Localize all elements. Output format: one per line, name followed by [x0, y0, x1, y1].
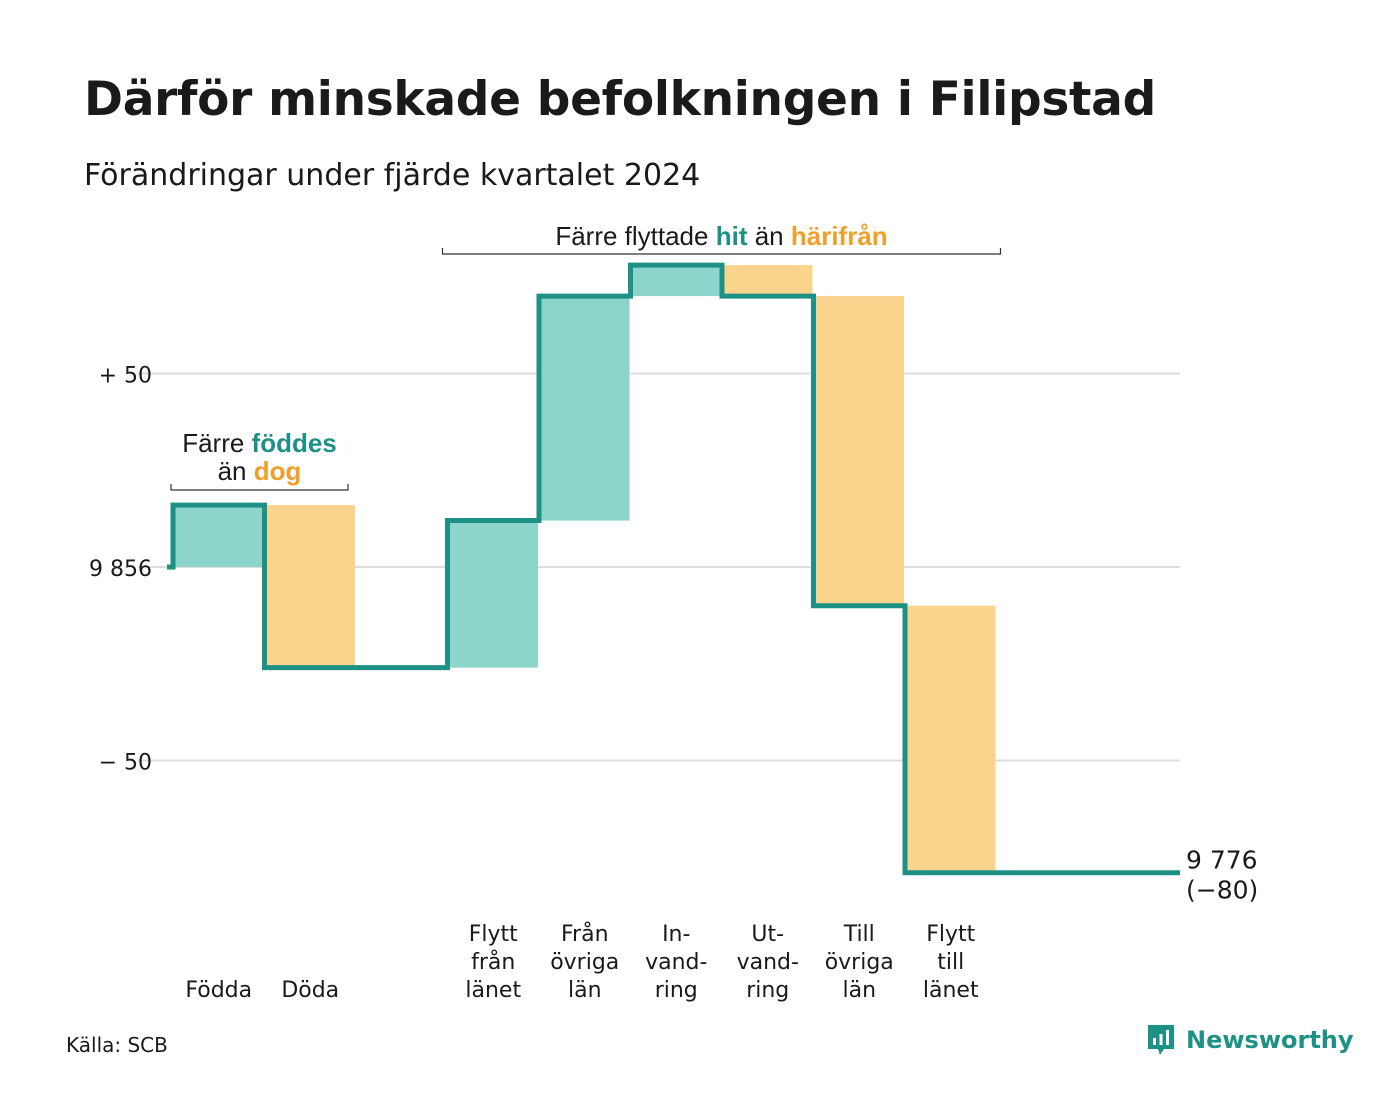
moves-annotation-bracket — [441, 248, 1002, 255]
x-category-label: län — [842, 978, 876, 1003]
chart-title: Därför minskade befolkningen i Filipstad — [84, 72, 1156, 127]
x-category-label: vand- — [737, 950, 799, 975]
chart-subtitle: Förändringar under fjärde kvartalet 2024 — [84, 158, 701, 193]
waterfall-bar — [174, 505, 264, 567]
x-category-label: In- — [662, 922, 690, 947]
x-category-label: Ut- — [751, 922, 784, 947]
births-annotation-bracket — [170, 484, 349, 491]
running-total-line — [167, 262, 1180, 876]
waterfall-bar — [448, 520, 538, 668]
source-note: Källa: SCB — [66, 1033, 168, 1057]
x-category-label: Till — [843, 922, 875, 947]
x-category-label: Döda — [281, 978, 339, 1003]
waterfall-bar — [723, 265, 813, 297]
x-category-label: Flytt — [469, 922, 518, 947]
x-category-label: länet — [465, 978, 521, 1003]
x-category-label: länet — [923, 978, 979, 1003]
x-category-label: län — [568, 978, 602, 1003]
waterfall-bar — [265, 505, 355, 668]
newsworthy-logo-icon — [1148, 1025, 1174, 1055]
births-annotation-line2: än dog — [218, 456, 302, 486]
x-category-label: övriga — [550, 950, 619, 975]
x-category-label: övriga — [825, 950, 894, 975]
y-tick-label: − 50 — [99, 751, 152, 776]
x-category-label: ring — [746, 978, 789, 1003]
moves-annotation: Färre flyttade hit än härifrån — [555, 221, 887, 251]
x-category-label: till — [937, 950, 964, 975]
waterfall-bar — [631, 265, 721, 297]
brand-name: Newsworthy — [1186, 1026, 1354, 1054]
waterfall-bar — [814, 296, 904, 606]
brand-logo: Newsworthy — [1146, 1023, 1354, 1057]
waterfall-bar — [540, 296, 630, 521]
x-category-label: Flytt — [926, 922, 975, 947]
x-category-label: ring — [655, 978, 698, 1003]
x-category-label: Födda — [185, 978, 252, 1003]
y-tick-label: + 50 — [99, 364, 152, 389]
end-value-label: 9 776 — [1186, 846, 1258, 875]
end-change-label: (−80) — [1186, 876, 1258, 905]
births-annotation-line1: Färre föddes — [182, 428, 337, 458]
x-category-label: från — [471, 949, 515, 975]
x-category-label: vand- — [645, 950, 707, 975]
x-category-label: Från — [561, 921, 609, 947]
y-tick-label: 9 856 — [89, 557, 152, 582]
waterfall-bar — [906, 605, 996, 873]
